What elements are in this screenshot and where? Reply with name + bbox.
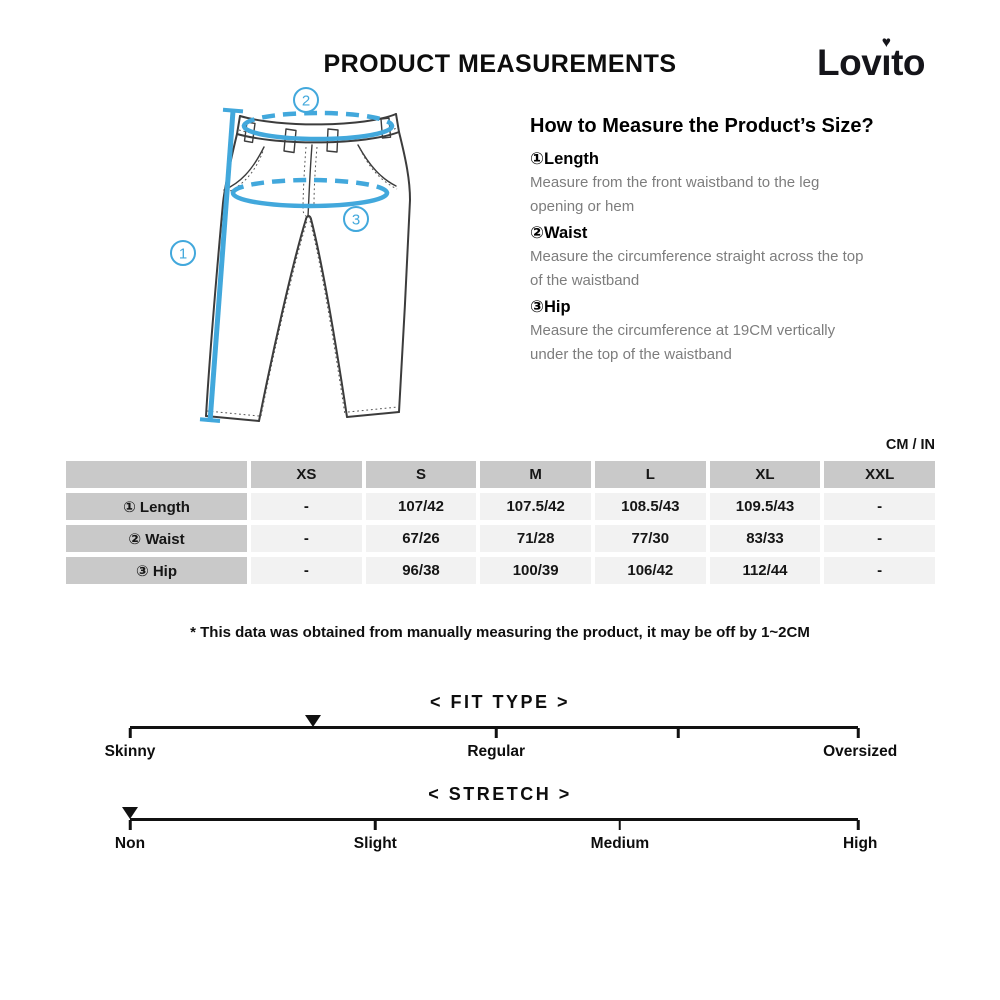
units-label: CM / IN — [885, 437, 935, 453]
row-label-length: ① Length — [66, 493, 247, 520]
waist-ellipse-front — [241, 123, 395, 142]
guide-term-hip: ③Hip — [530, 295, 930, 319]
fit-type-tick — [676, 728, 680, 738]
annotation-circle-length — [170, 240, 196, 266]
table-cell: 67/26 — [365, 525, 477, 552]
stretch-label-medium: Medium — [590, 835, 650, 852]
stretch-tick — [374, 820, 377, 830]
annotation-circle-waist — [293, 87, 319, 113]
table-cell: 106/42 — [594, 557, 706, 584]
stretch-label-slight: Slight — [353, 835, 397, 852]
stretch-scale: Non Slight Medium High — [115, 807, 877, 864]
page-title: PRODUCT MEASUREMENTS — [323, 50, 677, 78]
table-cell: 96/38 — [365, 557, 477, 584]
stretch-label-non: Non — [114, 835, 146, 852]
fit-type-marker-triangle — [304, 715, 321, 727]
pants-stitching — [206, 127, 399, 417]
guide-desc-hip: Measure the circumference at 19CM vertic… — [530, 322, 836, 363]
table-cell: - — [824, 557, 935, 584]
table-cell: 107/42 — [365, 493, 477, 520]
stretch-tick — [128, 820, 132, 830]
table-cell: - — [824, 493, 935, 520]
table-cell: - — [824, 525, 935, 552]
waist-ellipse-back-dashed — [241, 110, 395, 127]
table-cell: 112/44 — [709, 557, 821, 584]
annotation-number-length: 1 — [179, 246, 187, 263]
circled-number-2: ② — [530, 224, 544, 242]
row-label-hip: ③ Hip — [66, 557, 247, 584]
fit-label-skinny: Skinny — [104, 743, 156, 760]
table-cell: 100/39 — [480, 557, 591, 584]
table-header-xs: XS — [251, 461, 362, 488]
stretch-track — [130, 818, 858, 821]
brand-logo-part: to — [891, 42, 925, 83]
table-header-cell — [66, 461, 247, 488]
fit-type-tick — [494, 728, 498, 738]
stretch-tick — [618, 820, 622, 830]
guide-term-label: Hip — [543, 298, 571, 316]
guide-term-waist: ②Waist — [530, 221, 930, 245]
length-measure-line — [207, 110, 236, 423]
circled-number-3: ③ — [530, 298, 544, 316]
fit-type-tick — [856, 728, 860, 738]
circled-number-1: ① — [530, 150, 544, 168]
brand-logo-i: ı ♥ — [881, 33, 892, 83]
stretch-tick — [856, 820, 860, 830]
table-cell: 108.5/43 — [594, 493, 706, 520]
pants-outline — [205, 113, 411, 422]
fit-type-heading: < FIT TYPE > — [429, 692, 571, 712]
brand-logo: Lovı ♥ to — [817, 33, 925, 84]
table-header-xxl: XXL — [824, 461, 935, 488]
annotation-number-hip: 3 — [352, 212, 360, 229]
table-header-s: S — [365, 461, 477, 488]
table-header-xl: XL — [709, 461, 821, 488]
table-cell: 83/33 — [709, 525, 821, 552]
annotation-number-waist: 2 — [302, 93, 310, 110]
measurement-overlays: 1 2 3 — [170, 87, 395, 423]
fit-type-tick — [128, 728, 132, 738]
size-table: XS S M L XL XXL ① Length - 107/42 107.5/… — [66, 461, 935, 584]
fit-type-track — [130, 726, 858, 729]
pants-measurement-diagram: 1 2 3 — [170, 87, 411, 423]
table-cell: - — [251, 557, 362, 584]
table-cell: 77/30 — [594, 525, 706, 552]
guide-term-label: Length — [543, 150, 599, 168]
stretch-heading: < STRETCH > — [428, 784, 572, 804]
stretch-marker-triangle — [122, 807, 138, 819]
length-line-bottom-cap — [199, 417, 221, 423]
table-header-l: L — [594, 461, 706, 488]
measurement-disclaimer: * This data was obtained from manually m… — [190, 624, 810, 641]
table-header-m: M — [480, 461, 591, 488]
measure-guide: How to Measure the Product’s Size? ①Leng… — [530, 115, 930, 367]
guide-heading: How to Measure the Product’s Size? — [530, 115, 874, 137]
hip-ellipse-front — [230, 190, 390, 209]
table-cell: 107.5/42 — [480, 493, 591, 520]
heart-icon: ♥ — [881, 33, 891, 51]
fit-label-oversized: Oversized — [823, 743, 898, 760]
brand-logo-part: Lov — [817, 42, 882, 83]
table-cell: 109.5/43 — [709, 493, 821, 520]
length-line-top-cap — [222, 107, 244, 114]
hip-ellipse-back-dashed — [230, 177, 390, 194]
table-cell: - — [251, 525, 362, 552]
guide-term-label: Waist — [543, 224, 588, 242]
guide-term-length: ①Length — [530, 147, 930, 171]
stretch-label-high: High — [842, 835, 878, 852]
table-cell: 71/28 — [480, 525, 591, 552]
annotation-circle-hip — [343, 206, 369, 232]
guide-desc-length: Measure from the front waistband to the … — [530, 174, 820, 215]
row-label-waist: ② Waist — [66, 525, 247, 552]
fit-type-scale: Skinny Regular Oversized — [105, 715, 897, 772]
fit-label-regular: Regular — [467, 743, 526, 760]
guide-desc-waist: Measure the circumference straight acros… — [530, 248, 864, 289]
table-cell: - — [251, 493, 362, 520]
